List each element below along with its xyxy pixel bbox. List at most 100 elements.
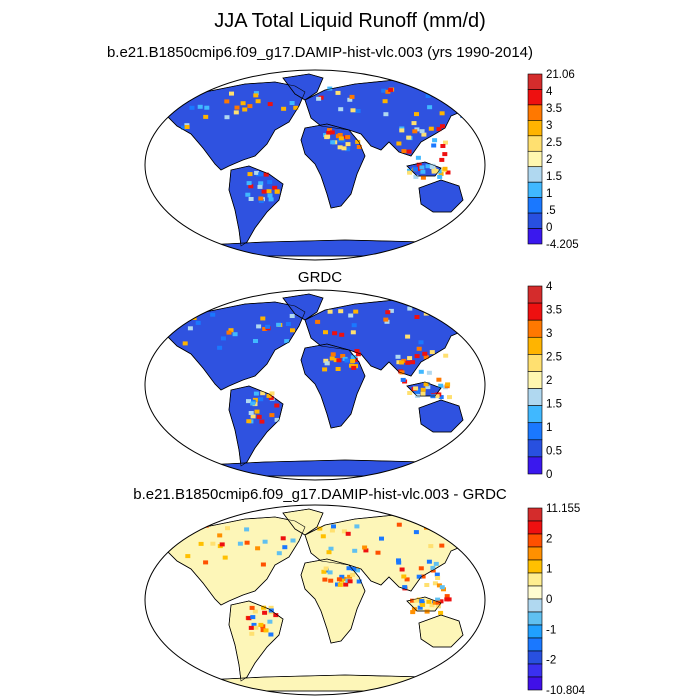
grid-cell bbox=[330, 352, 336, 357]
panel-3-colorbar: 11.155 2 1 0 -1 -2 -10.804 bbox=[527, 503, 586, 697]
grid-cell bbox=[327, 570, 333, 575]
colorbar-swatch bbox=[527, 585, 543, 600]
grid-cell bbox=[383, 317, 389, 322]
colorbar-swatch bbox=[527, 439, 543, 458]
grid-cell bbox=[316, 96, 322, 101]
colorbar-label: 1 bbox=[546, 564, 552, 576]
colorbar-swatch bbox=[527, 533, 543, 548]
grid-cell bbox=[385, 89, 391, 94]
grid-cell bbox=[425, 94, 431, 98]
grid-cell bbox=[274, 189, 280, 194]
grid-cell bbox=[406, 149, 412, 154]
grid-cell bbox=[182, 341, 188, 346]
colorbar-label: 3.5 bbox=[546, 305, 562, 317]
grid-cell bbox=[315, 319, 321, 324]
map-border bbox=[144, 504, 486, 696]
colorbar-swatch bbox=[527, 546, 543, 561]
grid-cell bbox=[324, 361, 330, 366]
grid-cell bbox=[439, 585, 445, 590]
grid-cell bbox=[420, 391, 426, 396]
grid-cell bbox=[407, 306, 413, 311]
colorbar-swatch bbox=[527, 73, 543, 90]
grid-cell bbox=[240, 101, 246, 106]
colorbar-swatch bbox=[527, 611, 543, 626]
grid-cell bbox=[435, 597, 441, 602]
grid-cell bbox=[355, 352, 361, 357]
grid-cell bbox=[421, 132, 427, 137]
grid-cell bbox=[449, 93, 455, 98]
grid-cell bbox=[210, 541, 216, 546]
grid-cell bbox=[437, 174, 443, 179]
grid-cell bbox=[383, 112, 389, 117]
grid-cell bbox=[438, 171, 444, 176]
grid-cell bbox=[418, 566, 424, 571]
grid-cell bbox=[248, 411, 254, 415]
grid-cell bbox=[401, 574, 407, 579]
colorbar-swatch bbox=[527, 89, 543, 106]
grid-cell bbox=[465, 549, 470, 554]
grid-cell bbox=[262, 327, 268, 331]
grid-cell bbox=[424, 583, 430, 587]
grid-cell bbox=[285, 322, 291, 326]
grid-cell bbox=[350, 355, 356, 360]
grid-cell bbox=[429, 350, 435, 355]
panel-2-colorbar: 4 3.5 3 2.5 2 1.5 1 0.5 0 bbox=[527, 281, 562, 481]
grid-cell bbox=[267, 193, 273, 198]
grid-cell bbox=[332, 331, 338, 336]
colorbar-swatch bbox=[527, 598, 543, 613]
grid-cell bbox=[253, 91, 259, 96]
grid-cell bbox=[442, 152, 448, 157]
grid-cell bbox=[399, 567, 405, 572]
grid-cell bbox=[416, 574, 422, 579]
colorbar-swatch bbox=[527, 520, 543, 535]
grid-cell bbox=[204, 105, 210, 110]
grid-cell bbox=[269, 413, 275, 418]
grid-cell bbox=[184, 125, 190, 129]
grid-cell bbox=[260, 562, 266, 567]
colorbar-swatch bbox=[527, 135, 543, 152]
grid-cell bbox=[362, 545, 368, 550]
grid-cell bbox=[439, 157, 445, 162]
grid-cell bbox=[268, 632, 274, 637]
grid-cell bbox=[340, 138, 346, 143]
grid-cell bbox=[410, 610, 416, 615]
grid-cell bbox=[352, 357, 358, 362]
grid-cell bbox=[325, 134, 331, 139]
colorbar-label: 0.5 bbox=[546, 446, 562, 458]
grid-cell bbox=[441, 587, 446, 592]
grid-cell bbox=[413, 530, 419, 535]
grid-cell bbox=[411, 607, 417, 612]
grid-cell bbox=[410, 360, 416, 365]
grid-cell bbox=[222, 555, 228, 560]
grid-cell bbox=[430, 565, 436, 570]
colorbar-swatch bbox=[527, 456, 543, 475]
colorbar-label: 3 bbox=[546, 120, 552, 132]
grid-cell bbox=[341, 529, 347, 534]
grid-cell bbox=[375, 550, 381, 555]
grid-cell bbox=[427, 105, 433, 110]
colorbar-swatch bbox=[527, 388, 543, 406]
grid-cell bbox=[350, 330, 356, 335]
grid-cell bbox=[323, 566, 329, 571]
colorbar-swatch bbox=[527, 120, 543, 137]
grid-cell bbox=[399, 370, 405, 375]
grid-cell bbox=[419, 599, 425, 604]
grid-cell bbox=[326, 550, 332, 555]
grid-cell bbox=[445, 170, 451, 175]
grid-cell bbox=[356, 579, 362, 584]
grid-cell bbox=[337, 133, 343, 137]
grid-cell bbox=[445, 318, 451, 323]
grid-cell bbox=[333, 358, 339, 363]
grid-cell bbox=[407, 356, 413, 361]
grid-cell bbox=[220, 336, 226, 341]
grid-cell bbox=[418, 369, 424, 374]
grid-cell bbox=[351, 566, 357, 571]
grid-cell bbox=[412, 167, 418, 172]
grid-cell bbox=[401, 149, 407, 154]
grid-cell bbox=[351, 323, 357, 328]
colorbar-label: 4 bbox=[546, 281, 553, 293]
grid-cell bbox=[414, 354, 420, 359]
map-border bbox=[144, 289, 486, 481]
grid-cell bbox=[354, 349, 360, 353]
